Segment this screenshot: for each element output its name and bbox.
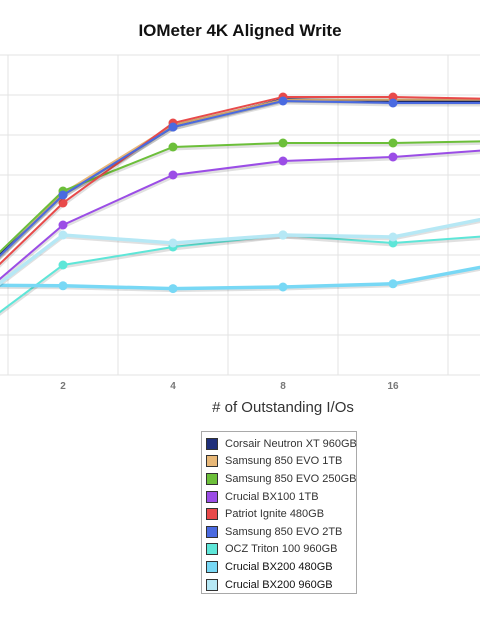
data-point [388,138,398,148]
data-point [58,220,68,230]
legend-swatch [206,437,218,450]
x-tick-label: 16 [387,381,399,392]
data-point [168,170,178,180]
legend-item: Samsung 850 EVO 250GB [206,470,356,488]
data-point [388,232,398,242]
x-axis-ticks: 2 4 8 16 [60,381,399,392]
data-point [278,156,288,166]
data-point [168,122,178,132]
legend-label: Crucial BX200 480GB [225,560,333,573]
data-point [58,260,68,270]
legend: Corsair Neutron XT 960GB Samsung 850 EVO … [201,431,357,594]
series-1 [0,95,480,261]
data-point [58,230,68,240]
data-point [168,284,178,294]
data-point [388,152,398,162]
legend-swatch [206,490,218,503]
legend-label: Corsair Neutron XT 960GB [225,437,357,450]
legend-item: Corsair Neutron XT 960GB [206,435,357,453]
series-line-shadow [0,141,480,256]
series-line-shadow [0,267,480,293]
series-line [0,217,480,286]
legend-label: OCZ Triton 100 960GB [225,543,338,556]
data-point [388,279,398,289]
data-point [168,238,178,248]
series-line-shadow [0,151,480,283]
legend-swatch [206,560,218,573]
legend-label: Crucial BX100 1TB [225,490,319,503]
series-line [0,99,480,258]
data-point [168,142,178,152]
legend-swatch [206,472,218,485]
legend-item: OCZ Triton 100 960GB [206,541,352,559]
legend-label: Samsung 850 EVO 1TB [225,455,343,468]
series-line [0,140,480,254]
data-point [58,198,68,208]
series-line-shadow [0,97,480,268]
legend-swatch [206,455,218,468]
data-point [58,281,68,291]
series-line [0,149,480,281]
legend-swatch [206,508,218,521]
series-2 [0,138,480,256]
legend-label: Crucial BX200 960GB [225,578,333,591]
series-line-shadow [0,101,480,260]
series-line-shadow [0,235,480,316]
data-point [388,98,398,108]
legend-swatch [206,578,218,591]
series-line-shadow [0,99,480,259]
data-point [58,190,68,200]
x-tick-label: 8 [280,381,286,392]
x-tick-label: 2 [60,381,66,392]
data-point [278,230,288,240]
series-line [0,98,480,258]
x-axis-label: # of Outstanding I/Os [212,399,354,416]
series-line [0,265,480,291]
gridlines [0,54,480,376]
chart-title: IOMeter 4K Aligned Write [138,21,342,40]
data-point [278,282,288,292]
legend-label: Patriot Ignite 480GB [225,508,325,521]
legend-item: Patriot Ignite 480GB [206,505,352,523]
x-tick-label: 4 [170,381,176,392]
series-line-shadow [0,100,480,261]
legend-item: Samsung 850 EVO 2TB [206,523,352,541]
legend-swatch [206,543,218,556]
data-point [278,138,288,148]
legend-item: Samsung 850 EVO 1TB [206,453,352,471]
legend-item: Crucial BX100 1TB [206,488,352,506]
series-5 [0,96,480,260]
legend-item: Crucial BX200 480GB [206,558,352,576]
data-point [278,96,288,106]
legend-label: Samsung 850 EVO 250GB [225,472,357,485]
series-7 [0,265,480,294]
line-chart: 2 4 8 16 [0,54,480,392]
series-line [0,96,480,266]
legend-label: Samsung 850 EVO 2TB [225,525,343,538]
series-8 [0,217,480,287]
series-3 [0,149,480,283]
legend-item: Crucial BX200 960GB [206,576,352,594]
series-lines [0,92,480,316]
series-line [0,233,480,314]
legend-swatch [206,525,218,538]
